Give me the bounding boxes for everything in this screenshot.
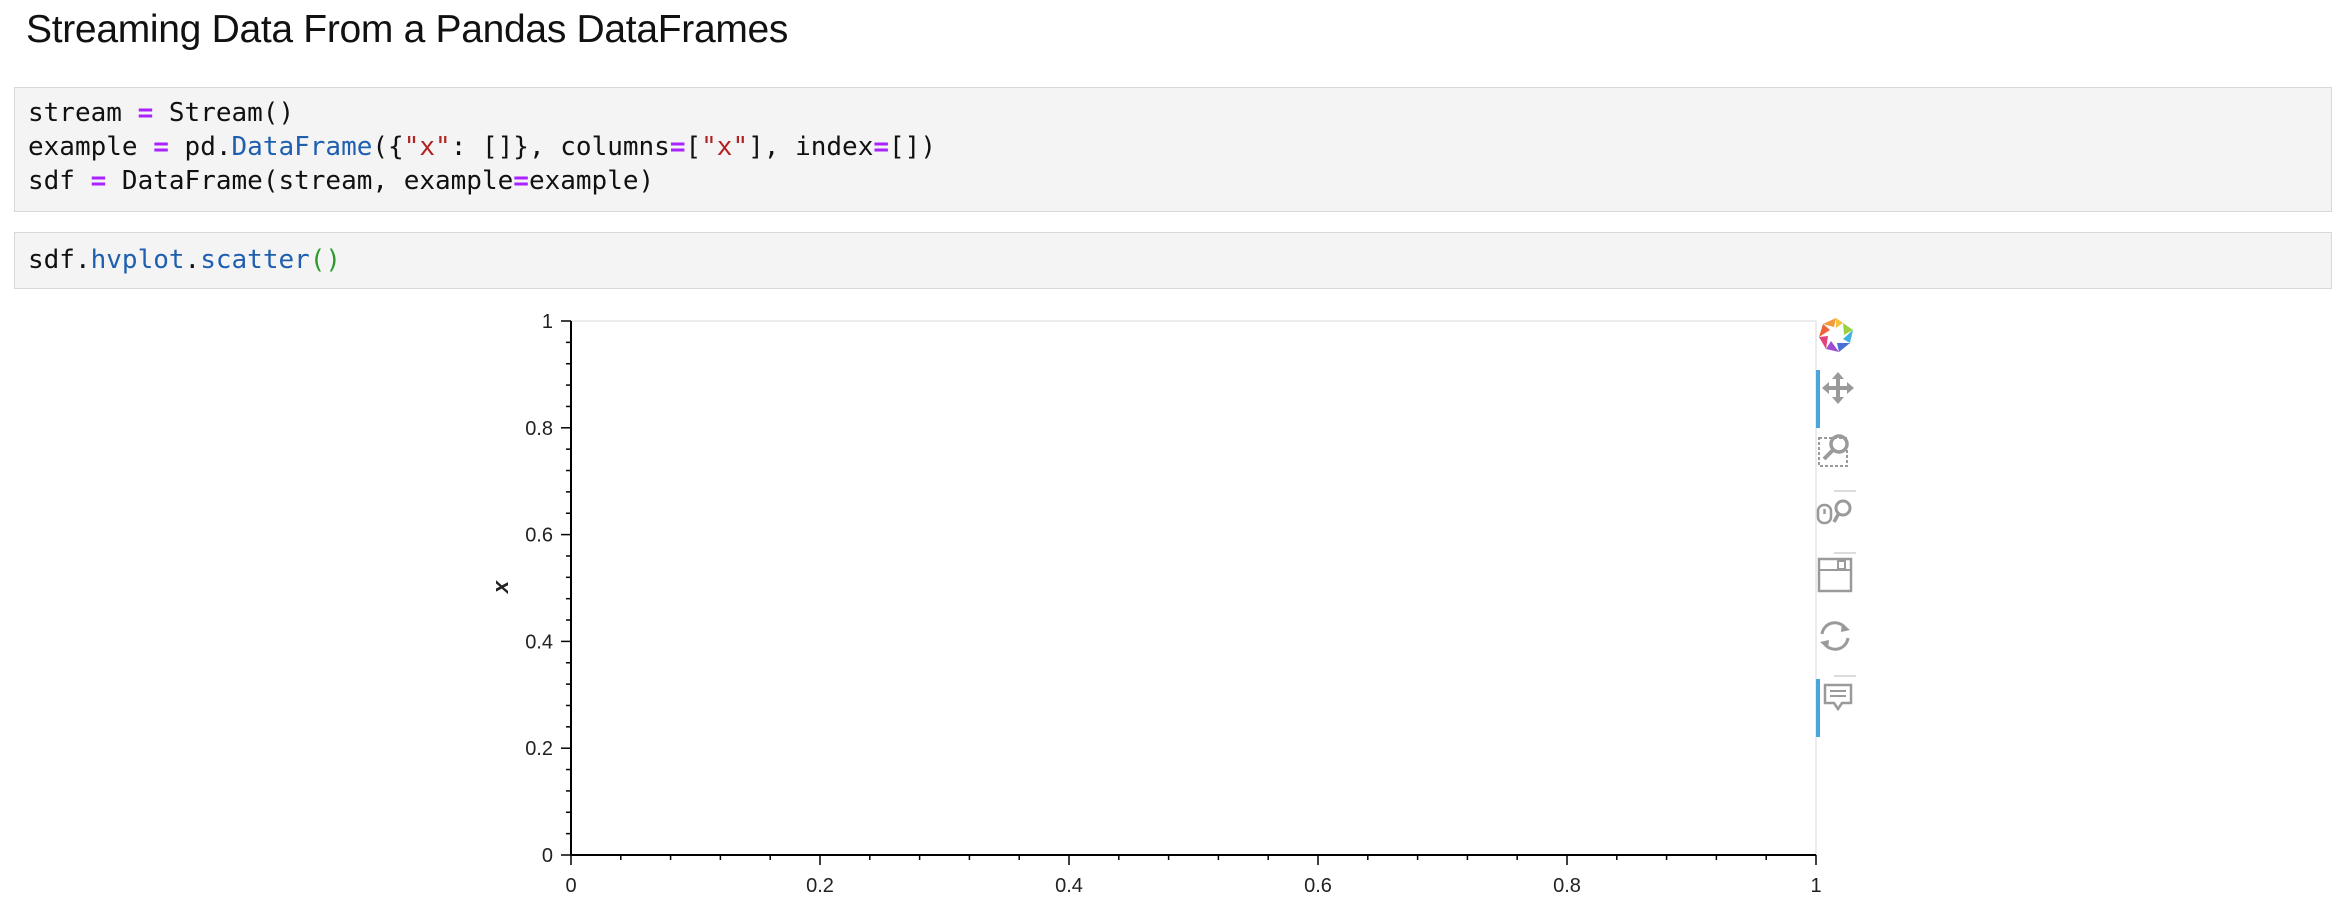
code-cell-1[interactable]: stream = Stream() example = pd.DataFrame… xyxy=(14,87,2332,212)
pan-icon[interactable] xyxy=(1816,370,1876,428)
y-tick-label: 0.4 xyxy=(525,631,553,653)
code-line: sdf = DataFrame(stream, example=example) xyxy=(28,166,655,196)
notebook-heading: Streaming Data From a Pandas DataFrames xyxy=(26,8,789,51)
hover-icon[interactable] xyxy=(1816,679,1876,737)
y-tick-label: 1 xyxy=(542,311,553,333)
x-tick-label: 0.6 xyxy=(1304,875,1332,897)
y-axis: 0 0.2 0.4 0.6 0.8 1 xyxy=(525,311,572,867)
code-cell-2[interactable]: sdf.hvplot.scatter() xyxy=(14,232,2332,289)
y-tick-label: 0.8 xyxy=(525,418,553,440)
wheel-zoom-icon[interactable] xyxy=(1816,494,1876,552)
bokeh-logo-icon[interactable] xyxy=(1816,315,1876,373)
y-tick-label: 0.6 xyxy=(525,525,553,547)
code-line: example = pd.DataFrame({"x": []}, column… xyxy=(28,132,936,162)
plot-frame xyxy=(570,320,1817,856)
x-tick-label: 1 xyxy=(1810,875,1821,897)
x-axis: 0 0.2 0.4 0.6 0.8 1 xyxy=(565,854,1822,897)
x-tick-label: 0.4 xyxy=(1055,875,1083,897)
toolbar-divider xyxy=(1834,675,1856,677)
y-tick-label: 0 xyxy=(542,845,553,867)
x-tick-label: 0 xyxy=(565,875,576,897)
toolbar-divider xyxy=(1834,490,1856,492)
code-line: stream = Stream() xyxy=(28,98,295,128)
toolbar-divider xyxy=(1834,552,1856,554)
box-zoom-icon[interactable] xyxy=(1816,431,1876,489)
x-tick-label: 0.8 xyxy=(1553,875,1581,897)
reset-icon[interactable] xyxy=(1816,617,1876,675)
code-line: sdf.hvplot.scatter() xyxy=(28,245,342,275)
y-axis-label: x xyxy=(488,580,513,594)
save-icon[interactable] xyxy=(1816,556,1876,614)
y-tick-label: 0.2 xyxy=(525,738,553,760)
x-tick-label: 0.2 xyxy=(806,875,834,897)
